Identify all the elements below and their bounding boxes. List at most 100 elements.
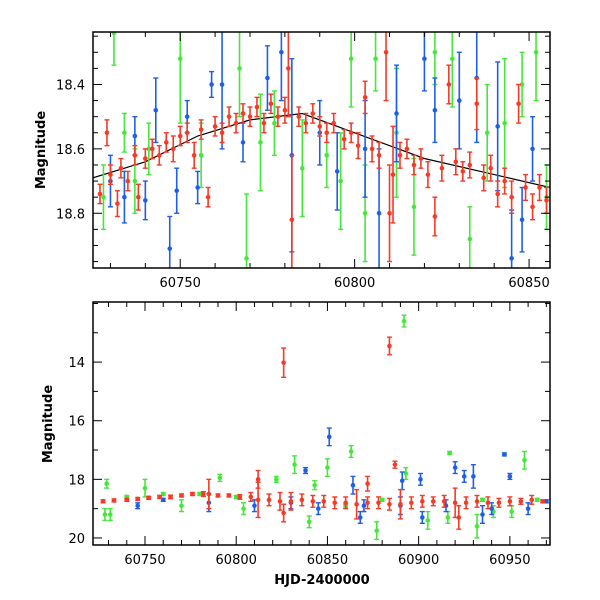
- marker: [419, 499, 425, 504]
- marker: [143, 156, 148, 161]
- y-tick-label: 16: [68, 415, 85, 430]
- marker: [355, 143, 361, 148]
- marker: [507, 499, 513, 504]
- series-green: [102, 314, 540, 541]
- marker: [240, 111, 246, 116]
- marker: [365, 481, 370, 487]
- data-point-green: [379, 497, 385, 503]
- marker: [125, 178, 131, 184]
- data-point-red: [281, 347, 287, 379]
- data-point-red: [481, 164, 487, 192]
- data-point-red: [348, 122, 354, 144]
- data-point-red: [365, 475, 371, 492]
- data-point-red: [452, 487, 458, 519]
- data-point-blue: [479, 505, 485, 525]
- marker: [135, 503, 140, 509]
- marker: [212, 124, 218, 129]
- x-tick-label: 60750: [160, 276, 201, 291]
- marker: [324, 153, 330, 158]
- data-point-red: [266, 493, 272, 507]
- data-point-green: [100, 164, 106, 231]
- data-point-red: [191, 141, 197, 169]
- marker: [274, 477, 279, 482]
- data-point-red: [247, 106, 253, 128]
- data-point-red: [226, 106, 232, 128]
- bottom-y-axis-label: Magnitude: [41, 385, 56, 464]
- data-point-red: [418, 148, 424, 169]
- marker: [317, 124, 323, 129]
- marker: [104, 130, 110, 136]
- marker: [326, 434, 332, 440]
- marker: [450, 56, 455, 62]
- data-point-red: [146, 495, 152, 501]
- marker: [101, 194, 106, 200]
- marker: [156, 153, 162, 158]
- data-point-green: [217, 473, 223, 483]
- marker: [362, 146, 368, 152]
- marker: [201, 491, 206, 497]
- data-point-red: [205, 186, 211, 208]
- data-point-green: [257, 93, 263, 192]
- data-point-green: [373, 32, 379, 92]
- marker: [205, 194, 211, 200]
- data-point-red: [184, 122, 190, 144]
- data-point-blue: [456, 51, 462, 150]
- data-point-red: [97, 183, 103, 205]
- data-point-red: [355, 132, 361, 160]
- marker: [488, 165, 493, 171]
- data-point-green: [107, 507, 113, 522]
- marker: [467, 236, 473, 242]
- marker: [432, 214, 438, 219]
- marker: [484, 130, 490, 136]
- marker: [439, 165, 445, 171]
- data-point-red: [100, 499, 106, 504]
- marker: [299, 497, 305, 503]
- marker: [217, 475, 223, 481]
- marker: [481, 175, 487, 181]
- data-point-blue: [153, 77, 159, 144]
- marker: [502, 178, 507, 184]
- y-tick-label: 20: [68, 532, 85, 547]
- data-point-green: [502, 58, 508, 189]
- data-point-green: [425, 510, 431, 530]
- data-point-red: [331, 112, 337, 134]
- marker: [376, 210, 382, 216]
- data-point-red: [387, 164, 393, 263]
- marker: [325, 465, 330, 470]
- data-point-green: [142, 478, 148, 498]
- marker: [341, 136, 347, 142]
- x-tick-label: 60900: [398, 553, 439, 568]
- marker: [397, 153, 403, 158]
- data-point-red: [282, 96, 288, 124]
- data-point-red: [303, 112, 309, 134]
- data-point-red: [163, 132, 169, 153]
- marker: [432, 49, 438, 55]
- marker: [537, 185, 542, 190]
- data-point-red: [419, 494, 425, 508]
- data-point-red: [446, 64, 452, 105]
- marker: [237, 66, 242, 71]
- marker: [226, 114, 232, 119]
- plot-area: [93, 32, 550, 268]
- data-point-green: [432, 32, 438, 86]
- data-point-green: [121, 112, 127, 153]
- marker: [118, 165, 124, 171]
- marker: [496, 500, 502, 506]
- marker: [310, 499, 316, 504]
- marker: [122, 194, 127, 200]
- marker: [272, 120, 277, 126]
- data-point-red: [540, 499, 546, 504]
- marker: [310, 111, 316, 116]
- marker: [387, 343, 392, 349]
- data-point-red: [495, 180, 501, 208]
- marker: [523, 185, 528, 190]
- marker: [300, 165, 305, 171]
- data-point-green: [484, 83, 490, 182]
- data-point-red: [189, 491, 195, 497]
- marker: [303, 468, 308, 473]
- data-point-blue: [394, 64, 400, 163]
- data-point-red: [432, 196, 438, 237]
- marker: [387, 501, 392, 507]
- data-point-red: [376, 141, 382, 169]
